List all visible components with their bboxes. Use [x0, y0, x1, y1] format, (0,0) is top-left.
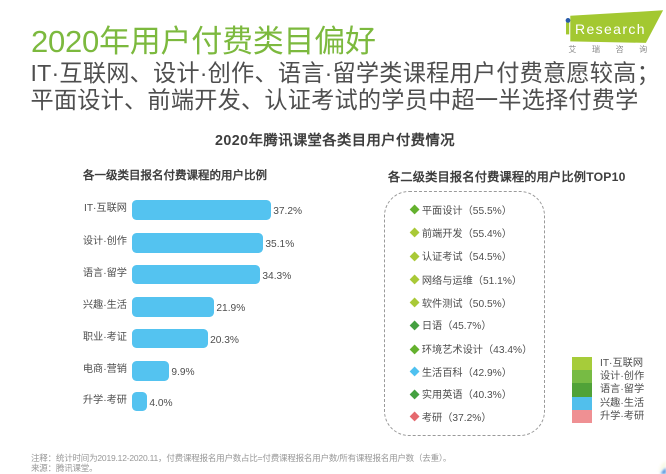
svg-text:艾瑞咨询: 艾瑞咨询: [568, 44, 662, 54]
